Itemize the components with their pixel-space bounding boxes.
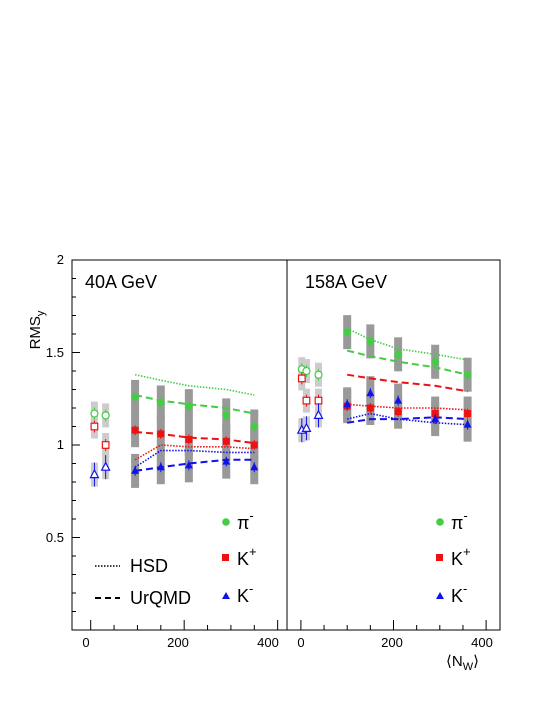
kplus-point <box>157 430 165 438</box>
pi-point <box>222 411 231 420</box>
urqmd-curve-kp <box>135 431 255 445</box>
kminus-point <box>463 420 472 428</box>
legend-kp-label: K+ <box>451 544 471 569</box>
y-tick-label: 1.5 <box>46 345 64 360</box>
kminus-point <box>366 388 375 397</box>
pi-open-point <box>314 370 323 379</box>
legend-km-label: K- <box>451 581 467 606</box>
kplus-open-point <box>90 422 99 431</box>
kplus-point <box>394 408 402 416</box>
legend-models: HSD UrQMD <box>95 556 191 608</box>
y-tick-label: 0.5 <box>46 530 64 545</box>
legend-kp-marker <box>436 554 443 561</box>
legend-hsd-label: HSD <box>130 556 168 576</box>
systematic-bands <box>90 315 472 488</box>
kminus-point <box>184 460 193 469</box>
kplus-point <box>131 426 139 434</box>
pi-open-point <box>302 366 311 376</box>
kplus-point <box>464 410 472 418</box>
legend-pi-label: π- <box>451 508 468 533</box>
hsd-curve-km <box>347 412 468 426</box>
kminus-point <box>131 466 140 474</box>
kminus-point <box>250 462 259 471</box>
kplus-point <box>366 404 374 412</box>
legend-km-label: K- <box>237 581 253 606</box>
x-tick-label: 200 <box>167 635 189 650</box>
legend-pi-label: π- <box>237 508 254 533</box>
legend-particles-left: π- K+ K- <box>222 508 257 606</box>
kminus-point <box>222 457 231 465</box>
kplus-open-point <box>297 374 306 383</box>
kminus-point <box>156 462 165 471</box>
legend-kp-marker <box>222 554 229 561</box>
pi-point <box>343 328 351 336</box>
pi-point <box>394 350 402 359</box>
legend-km-marker <box>436 592 444 599</box>
pi-point <box>250 422 259 431</box>
y-axis-label: RMSy <box>27 310 47 349</box>
urqmd-curve-km <box>347 416 468 424</box>
kplus-point <box>250 441 258 449</box>
legend-km-marker <box>222 592 230 599</box>
panel-title-158: 158A GeV <box>305 272 387 292</box>
x-tick-label: 0 <box>297 635 304 650</box>
pi-point <box>431 357 439 366</box>
kplus-point <box>185 435 193 443</box>
urqmd-curve-kp <box>347 373 468 393</box>
pi-point <box>157 398 165 407</box>
kminus-open-point <box>100 461 111 471</box>
pi-point <box>185 402 193 410</box>
pi-point <box>366 337 375 346</box>
x-axis-label: ⟨NW⟩ <box>446 653 479 673</box>
pi-point <box>463 370 472 379</box>
x-tick-label: 400 <box>257 635 279 650</box>
hsd-curve-kp <box>347 403 468 411</box>
pi-open-point <box>90 409 99 418</box>
pi-open-point <box>101 411 110 420</box>
urqmd-curve-pi <box>134 394 255 415</box>
kminus-open-point <box>89 468 100 479</box>
kminus-open-point <box>313 409 324 419</box>
kplus-open-point <box>314 396 323 405</box>
legend-particles-right: π- K+ K- <box>436 508 471 606</box>
legend-urqmd-label: UrQMD <box>130 588 191 608</box>
kminus-open-point <box>301 422 312 432</box>
x-tick-label: 200 <box>381 635 403 650</box>
kminus-point <box>343 399 352 408</box>
kplus-point <box>222 437 230 445</box>
kminus-point <box>394 396 403 404</box>
data-points <box>89 327 472 487</box>
y-tick-label: 2 <box>57 252 64 267</box>
panel-title-40: 40A GeV <box>85 272 157 292</box>
hsd-curve-kp <box>134 444 255 461</box>
hsd-curve-km <box>134 449 255 468</box>
kplus-point <box>431 410 439 418</box>
legend-pi-marker <box>436 518 444 526</box>
kminus-point <box>431 414 440 423</box>
y-tick-label: 1 <box>57 437 64 452</box>
hsd-curve-pi <box>134 373 255 396</box>
hsd-curve-pi <box>346 327 468 361</box>
kplus-open-point <box>302 396 311 405</box>
legend-kp-label: K+ <box>237 544 257 569</box>
urqmd-curve-km <box>134 458 255 472</box>
axis-ticks <box>72 259 487 630</box>
kplus-open-point <box>101 441 110 449</box>
urqmd-curve-pi <box>346 349 468 376</box>
x-tick-label: 400 <box>471 635 493 650</box>
pi-point <box>131 393 139 401</box>
legend-pi-marker <box>222 518 230 526</box>
x-tick-label: 0 <box>82 635 89 650</box>
